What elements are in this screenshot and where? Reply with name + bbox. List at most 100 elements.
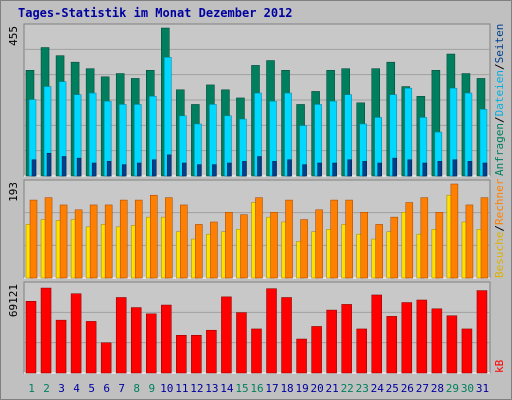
day-label: 24 — [371, 382, 385, 395]
day-label: 16 — [250, 382, 263, 395]
rechner-bar — [74, 209, 83, 279]
seiten-bar — [76, 157, 82, 177]
kb-bar — [401, 302, 413, 374]
legend-visits-part: / — [493, 225, 506, 232]
chart-title: Tages-Statistik im Monat Dezember 2012 — [18, 6, 293, 20]
kb-bar — [221, 296, 232, 374]
day-label: 13 — [205, 382, 218, 395]
legend-requests-part: / — [493, 116, 506, 123]
day-label: 6 — [103, 382, 110, 395]
rechner-bar — [29, 199, 38, 279]
rechner-bar — [119, 199, 128, 279]
seiten-bar — [197, 164, 202, 177]
seiten-bar — [152, 159, 157, 177]
seiten-bar — [257, 156, 262, 177]
rechner-bar — [480, 197, 489, 279]
seiten-bar — [377, 162, 382, 177]
kb-bar — [130, 307, 142, 374]
seiten-bar — [46, 152, 52, 177]
day-label: 23 — [356, 382, 369, 395]
day-label: 9 — [148, 382, 155, 395]
seiten-bar — [422, 162, 428, 177]
day-label: 4 — [73, 382, 80, 395]
rechner-bar — [165, 197, 173, 279]
rechner-bar — [270, 211, 278, 279]
kb-bar — [55, 319, 67, 374]
seiten-bar — [347, 159, 352, 177]
seiten-bar — [61, 156, 67, 177]
day-label: 1 — [28, 382, 35, 395]
seiten-bar — [437, 161, 443, 177]
kb-bar — [476, 290, 488, 374]
rechner-bar — [150, 194, 158, 279]
seiten-bar — [302, 164, 307, 177]
seiten-bar — [227, 162, 232, 177]
day-label: 3 — [58, 382, 65, 395]
kb-bar — [251, 328, 262, 374]
seiten-bar — [332, 162, 337, 177]
seiten-bar — [392, 157, 398, 177]
rechner-bar — [405, 202, 414, 279]
rechner-bar — [255, 197, 263, 279]
rechner-bar — [375, 224, 383, 279]
day-label: 28 — [431, 382, 444, 395]
rechner-bar — [300, 219, 308, 279]
kb-bar — [311, 326, 322, 374]
seiten-bar — [287, 159, 292, 177]
rechner-bar — [315, 209, 323, 279]
kb-bar — [371, 294, 382, 374]
rechner-bar — [465, 204, 474, 279]
day-label: 29 — [446, 382, 459, 395]
legend-visits: Besuche/Rechner — [493, 178, 506, 278]
day-label: 21 — [326, 382, 339, 395]
day-label: 22 — [341, 382, 354, 395]
seiten-bar — [272, 161, 277, 177]
kb-bar — [236, 312, 247, 374]
day-label: 30 — [461, 382, 474, 395]
kb-panel-ymax-label: 69121 — [7, 284, 20, 317]
legend-kb-part: kB — [493, 359, 506, 373]
legend-kb: kB — [493, 359, 506, 373]
seiten-bar — [242, 161, 247, 177]
day-label: 12 — [190, 382, 203, 395]
legend-requests-part: Seiten — [493, 24, 506, 64]
kb-bar — [100, 342, 112, 374]
visits-panel-ymax-label: 193 — [7, 182, 20, 202]
legend-visits-part: Rechner — [493, 178, 506, 225]
kb-bar — [356, 328, 367, 374]
kb-bar — [176, 334, 187, 374]
day-label: 10 — [160, 382, 173, 395]
legend-requests-part: Anfragen — [493, 123, 506, 176]
requests-panel-ymax-label: 455 — [7, 26, 20, 46]
rechner-bar — [240, 214, 248, 279]
seiten-bar — [121, 164, 127, 177]
seiten-bar — [136, 162, 142, 177]
day-label: 5 — [88, 382, 95, 395]
kb-bar — [206, 329, 217, 374]
rechner-bar — [195, 224, 203, 279]
rechner-bar — [225, 211, 233, 279]
seiten-bar — [407, 159, 413, 177]
kb-bar — [386, 316, 398, 374]
day-label: 26 — [401, 382, 414, 395]
day-label: 14 — [220, 382, 234, 395]
seiten-bar — [182, 162, 187, 177]
kb-bar — [40, 287, 52, 374]
kb-bar — [446, 315, 458, 374]
kb-bar — [296, 338, 307, 374]
day-label: 31 — [476, 382, 489, 395]
seiten-bar — [482, 162, 488, 177]
rechner-bar — [345, 199, 353, 279]
rechner-bar — [59, 204, 68, 279]
legend-requests-part: / — [493, 63, 506, 70]
legend-visits-part: Besuche — [493, 232, 506, 278]
day-label: 25 — [386, 382, 399, 395]
seiten-bar — [467, 161, 473, 177]
rechner-bar — [420, 197, 429, 279]
day-label: 11 — [175, 382, 188, 395]
day-label: 27 — [416, 382, 429, 395]
rechner-bar — [134, 199, 143, 279]
day-label: 20 — [311, 382, 324, 395]
seiten-bar — [362, 161, 367, 177]
